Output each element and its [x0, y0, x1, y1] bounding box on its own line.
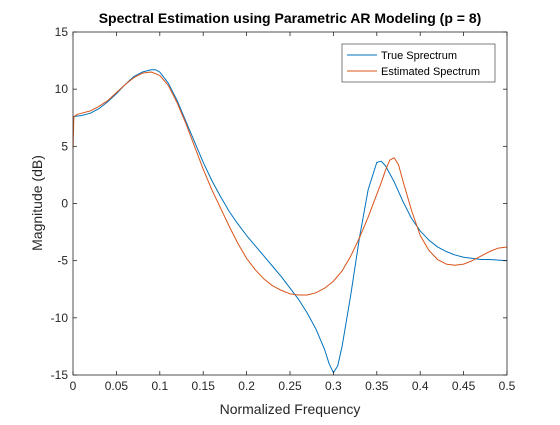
series-line-0 — [72, 69, 508, 374]
plot-background — [73, 32, 507, 375]
y-axis: -15 -10 -5 0 5 10 15 — [51, 25, 507, 382]
y-tick-label: 0 — [61, 197, 68, 211]
x-tick-label: 0.15 — [192, 379, 216, 393]
x-tick-label: 0.05 — [105, 379, 129, 393]
x-tick-label: 0.35 — [365, 379, 389, 393]
x-tick-label: 0.2 — [238, 379, 255, 393]
y-axis-label: Magnitude (dB) — [29, 155, 45, 251]
y-tick-label: 10 — [55, 82, 69, 96]
y-tick-label: -10 — [51, 311, 69, 325]
x-tick-label: 0.25 — [278, 379, 302, 393]
y-tick-label: -15 — [51, 368, 69, 382]
chart-title: Spectral Estimation using Parametric AR … — [99, 10, 482, 26]
legend: True Sprectrum Estimated Spectrum — [341, 43, 496, 83]
series-line-1 — [72, 71, 508, 296]
x-tick-label: 0.45 — [452, 379, 476, 393]
legend-box — [341, 43, 496, 83]
series-lines — [72, 69, 508, 374]
x-tick-label: 0.1 — [151, 379, 168, 393]
x-tick-label: 0.5 — [499, 379, 516, 393]
x-tick-label: 0.4 — [412, 379, 429, 393]
y-tick-label: -5 — [57, 254, 68, 268]
x-axis: 0 0.05 0.1 0.15 0.2 0.25 0.3 0.35 0.4 0.45 0.5 — [70, 32, 516, 393]
x-tick-label: 0 — [70, 379, 77, 393]
y-tick-label: 15 — [55, 25, 69, 39]
legend-label-estimated-spectrum: Estimated Spectrum — [381, 66, 480, 78]
legend-label-true-spectrum: True Sprectrum — [381, 50, 457, 62]
x-tick-label: 0.3 — [325, 379, 342, 393]
x-axis-label: Normalized Frequency — [220, 401, 361, 417]
y-tick-label: 5 — [61, 139, 68, 153]
